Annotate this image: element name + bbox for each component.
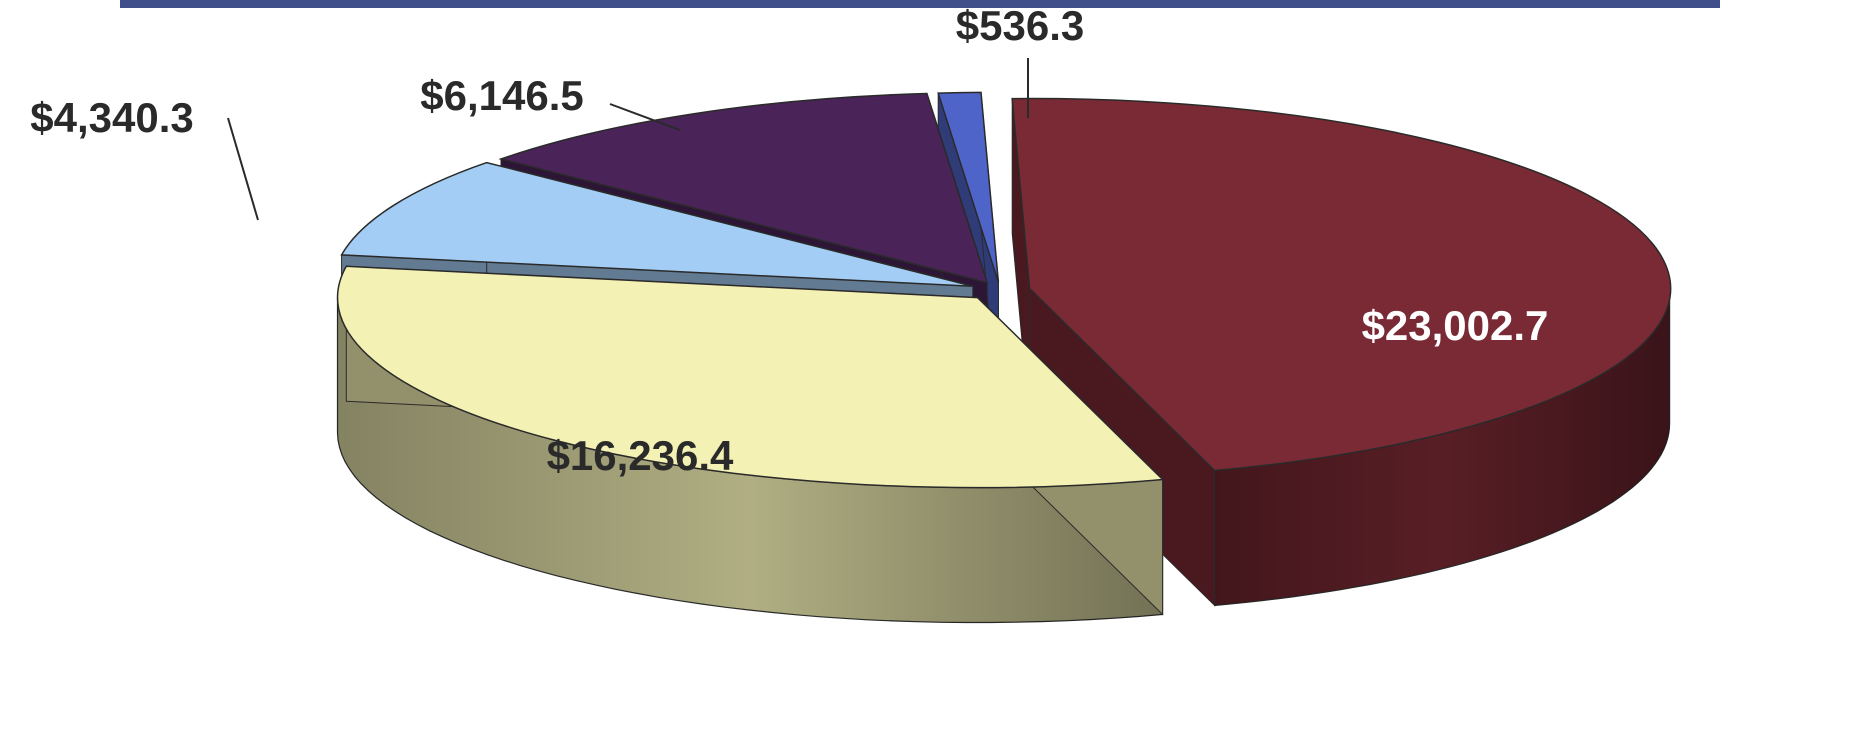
leader-line-3 [227, 117, 259, 221]
pie-slice-1 [1011, 97, 1672, 472]
data-label-3: $4,340.3 [30, 94, 194, 141]
data-label-4: $6,146.5 [420, 72, 584, 119]
pie-slice-4 [498, 92, 989, 284]
data-label-0: $536.3 [956, 2, 1084, 49]
leader-line-4 [609, 103, 681, 131]
pie-slice-3 [340, 161, 974, 287]
data-label-1: $23,002.7 [1362, 302, 1549, 349]
data-label-2: $16,236.4 [547, 432, 734, 479]
pie-slice-2 [336, 265, 1165, 489]
cropped-title-band [120, 0, 1720, 8]
slices-layer [336, 91, 1672, 624]
labels-layer: $536.3 $23,002.7 $16,236.4 $4,340.3 $6,146.5 [30, 2, 1548, 479]
title-band [120, 0, 1720, 8]
pie-slice-0 [937, 91, 1000, 283]
